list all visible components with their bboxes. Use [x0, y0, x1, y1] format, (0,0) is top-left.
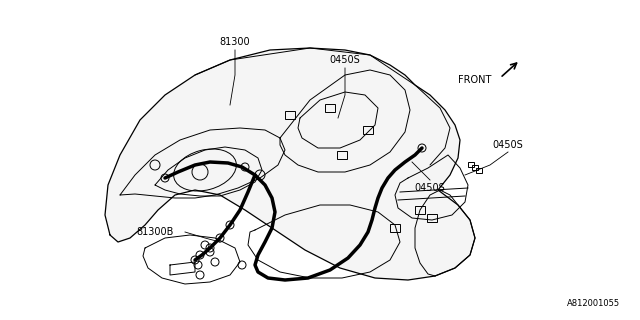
Polygon shape: [105, 48, 475, 280]
Bar: [415, 206, 425, 214]
Bar: [468, 162, 474, 167]
Text: FRONT: FRONT: [458, 75, 492, 85]
Text: 0450S: 0450S: [493, 140, 524, 150]
Bar: [325, 104, 335, 112]
Bar: [476, 168, 482, 173]
Bar: [427, 214, 437, 222]
Text: 0450S: 0450S: [330, 55, 360, 65]
Bar: [472, 165, 478, 170]
Text: 81300: 81300: [220, 37, 250, 47]
Bar: [363, 126, 373, 134]
Text: 0450S: 0450S: [415, 183, 445, 193]
Bar: [337, 151, 347, 159]
Text: A812001055: A812001055: [567, 299, 620, 308]
Bar: [390, 224, 400, 232]
Text: 81300B: 81300B: [136, 227, 173, 237]
Bar: [285, 111, 295, 119]
